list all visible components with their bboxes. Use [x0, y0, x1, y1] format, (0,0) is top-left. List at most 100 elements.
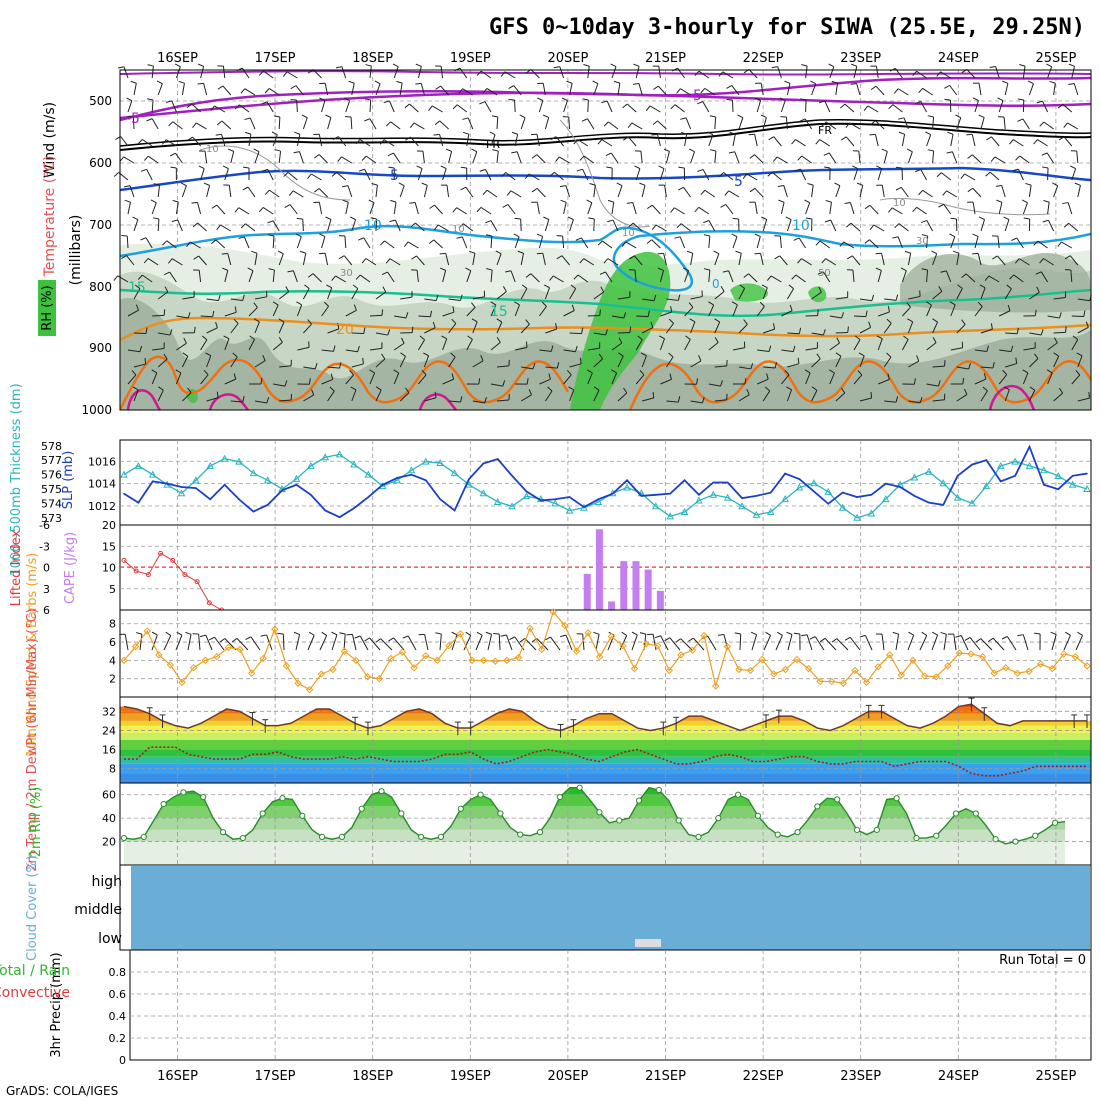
contour-label: 50 [818, 268, 831, 279]
barb-flag [513, 233, 520, 238]
barb-flag [754, 233, 761, 237]
barb-staff [337, 136, 347, 147]
barb-staff [296, 236, 302, 249]
rh-point [576, 784, 583, 791]
barb-staff [690, 321, 696, 334]
barb-staff [200, 66, 205, 79]
barb-staff [920, 169, 928, 181]
barb-flag [174, 63, 181, 68]
barb-flag [392, 63, 399, 68]
barb-staff [746, 173, 758, 181]
thickness-point [393, 476, 401, 484]
date-label: 25SEP [1035, 51, 1076, 66]
barb-staff [738, 288, 746, 300]
rh-point [952, 810, 960, 817]
barb-flag [511, 151, 518, 154]
barb-flag [618, 337, 623, 344]
thickness-point [953, 493, 962, 501]
barb-flag [386, 121, 391, 127]
barb-staff [883, 323, 892, 334]
barb-flag [717, 634, 725, 636]
barb-staff [345, 309, 357, 317]
barb-flag [215, 321, 218, 328]
barb-staff [977, 253, 982, 266]
barb-staff [393, 637, 405, 651]
barb-flag [458, 223, 464, 229]
barb-staff [877, 168, 883, 181]
barb-flag [658, 165, 665, 169]
barb-flag [734, 632, 741, 635]
contour-label: 15 [490, 304, 508, 320]
barb-staff [431, 105, 443, 113]
barb-staff [1077, 185, 1081, 198]
barb-flag [132, 386, 139, 391]
barb-staff [779, 255, 788, 266]
barb-staff [612, 219, 619, 232]
barb-flag [825, 199, 832, 203]
barb-flag [601, 100, 608, 104]
barb-staff [1062, 103, 1073, 113]
barb-staff [514, 236, 520, 249]
barb-flag [674, 236, 681, 239]
barb-staff [707, 635, 717, 651]
lifted-index-points [121, 550, 225, 613]
barb-staff [582, 634, 585, 651]
barb-flag [863, 105, 869, 112]
date-label: 22SEP [743, 1069, 784, 1084]
rh-point [834, 796, 841, 803]
barb-flag [804, 199, 810, 204]
barb-staff [132, 116, 135, 130]
barb-staff [487, 634, 493, 651]
barb-staff [931, 634, 939, 651]
barb-flag [434, 224, 439, 230]
barb-staff [157, 218, 160, 232]
slp-point [195, 487, 197, 489]
barb-staff [157, 83, 163, 96]
barb-flag [199, 634, 207, 638]
barb-flag [932, 631, 938, 636]
wind-speed-point [909, 656, 917, 665]
thickness-point [968, 499, 976, 507]
barb-staff [416, 255, 425, 266]
barb-flag [817, 309, 819, 316]
barb-staff [158, 332, 171, 336]
barb-flag [435, 85, 441, 90]
wind-speed-point [1002, 663, 1010, 672]
barb-flag [936, 71, 941, 77]
barb-staff [375, 389, 382, 402]
precip-ticks: 0.80.60.40.20 [109, 966, 127, 1067]
barb-flag [331, 631, 338, 636]
wind-speed-point [468, 656, 476, 665]
barb-staff [853, 315, 867, 318]
precip-tick: 0.6 [109, 988, 127, 1001]
rh-point [774, 831, 781, 838]
barb-flag [726, 85, 732, 89]
precip-tick: 0 [119, 1054, 126, 1067]
barb-staff [1012, 139, 1024, 147]
barb-flag [432, 321, 436, 328]
barb-staff [587, 372, 593, 385]
barb-staff [151, 118, 159, 130]
slp-point [928, 501, 930, 504]
barb-staff [146, 169, 153, 181]
barb-flag [1009, 274, 1015, 280]
wind-speed-point [433, 656, 441, 665]
barb-flag [180, 182, 187, 187]
barb-staff [702, 101, 710, 113]
barb-flag [720, 286, 725, 292]
rh-point [675, 817, 682, 824]
barb-flag [829, 369, 835, 374]
barb-flag [761, 284, 768, 289]
barb-flag [419, 335, 425, 341]
barb-flag [772, 156, 778, 162]
barb-staff [605, 271, 613, 283]
profile-panel: -5 -5 FR FR 5 5 10 10 15 15 20 10 10 30 … [38, 63, 1092, 417]
barb-flag [352, 284, 359, 289]
thickness-point [321, 453, 330, 461]
barb-flag [975, 638, 982, 643]
barb-staff [369, 66, 372, 79]
barb-flag [698, 355, 702, 362]
barb-flag [906, 148, 913, 153]
barb-staff [704, 87, 716, 96]
rh-point [655, 786, 662, 794]
